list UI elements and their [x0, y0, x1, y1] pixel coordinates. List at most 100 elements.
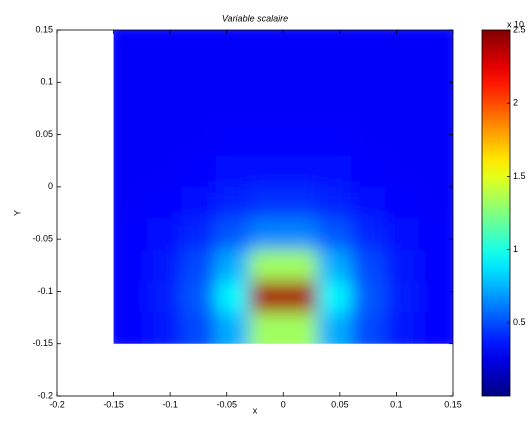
- heatmap-cell: [385, 124, 420, 156]
- x-tick-label: -0.05: [216, 399, 237, 409]
- heatmap-cell: [351, 249, 386, 282]
- x-tick-label: 0.15: [444, 399, 462, 409]
- heatmap-cell: [113, 280, 149, 313]
- heatmap-cell: [249, 30, 284, 62]
- colorbar-tick-label: 1.5: [513, 171, 526, 181]
- y-tick-label: 0.05: [35, 129, 53, 139]
- heatmap-cell: [147, 92, 182, 125]
- heatmap-cell: [385, 249, 420, 282]
- heatmap-cell: [113, 155, 149, 188]
- y-axis-label: Y: [12, 210, 22, 216]
- heatmap-cell: [147, 155, 182, 188]
- x-tick-label: 0.1: [390, 399, 403, 409]
- heatmap-cell: [317, 92, 352, 125]
- heatmap-cell: [215, 218, 250, 251]
- heatmap-cell: [351, 312, 386, 344]
- heatmap-cell: [419, 155, 453, 188]
- heatmap-cell: [317, 30, 352, 62]
- y-tick-label: -0.1: [37, 286, 53, 296]
- heatmap-cell: [283, 312, 318, 344]
- heatmap-cell: [283, 218, 318, 251]
- heatmap-cell: [215, 312, 250, 344]
- heatmap-cell: [283, 61, 318, 94]
- y-tick-label: -0.15: [32, 338, 53, 348]
- heatmap-cell: [249, 312, 284, 344]
- heatmap-cell: [181, 124, 216, 156]
- heatmap-cell: [181, 249, 216, 282]
- heatmap-cell: [215, 280, 250, 313]
- colorbar: [481, 29, 511, 397]
- heatmap-cell: [181, 186, 216, 219]
- heatmap-cell: [147, 61, 182, 94]
- heatmap-cell: [113, 124, 149, 156]
- x-axis-label: x: [253, 405, 258, 415]
- heatmap-cell: [317, 218, 352, 251]
- heatmap-cell: [249, 186, 284, 219]
- heatmap-cell: [385, 312, 420, 344]
- heatmap-cell: [419, 186, 453, 219]
- heatmap-cell: [351, 186, 386, 219]
- axes: -0.2 -0.15 -0.1 -0.05 0 0.05 0.1 0.15 -0.2 -0.15 -…: [32, 24, 525, 409]
- heatmap-cell: [215, 249, 250, 282]
- heatmap-cell: [181, 30, 216, 62]
- heatmap-cell: [317, 155, 352, 188]
- heatmap-cell: [385, 280, 420, 313]
- heatmap-cell: [181, 218, 216, 251]
- x-tick-label: 0: [281, 399, 286, 409]
- heatmap-cell: [249, 92, 284, 125]
- heatmap-cell: [147, 280, 182, 313]
- heatmap-cell: [113, 92, 149, 125]
- heatmap-cell: [317, 312, 352, 344]
- heatmap-cell: [351, 218, 386, 251]
- heatmap-cell: [283, 280, 318, 313]
- heatmap-cell: [249, 218, 284, 251]
- heatmap-cell: [215, 186, 250, 219]
- chart-title: Variable scalaire: [222, 13, 288, 23]
- x-tick-label: -0.15: [103, 399, 124, 409]
- heatmap-cell: [215, 30, 250, 62]
- heatmap-cell: [419, 249, 453, 282]
- heatmap-cell: [351, 124, 386, 156]
- heatmap-cell: [419, 92, 453, 125]
- heatmap-cell: [215, 124, 250, 156]
- heatmap-cell: [147, 186, 182, 219]
- heatmap-cell: [249, 155, 284, 188]
- heatmap-cell: [419, 312, 453, 344]
- heatmap-cell: [181, 155, 216, 188]
- heatmap-cell: [283, 92, 318, 125]
- y-tick-label: -0.2: [37, 390, 53, 400]
- heatmap-cell: [419, 124, 453, 156]
- heatmap-cell: [113, 30, 149, 62]
- x-tick-label: -0.1: [162, 399, 178, 409]
- heatmap-cell: [385, 61, 420, 94]
- heatmap-cell: [181, 312, 216, 344]
- heatmap-cell: [283, 30, 318, 62]
- heatmap-cell: [147, 30, 182, 62]
- heatmap-cell: [385, 218, 420, 251]
- colorbar-tick-label: 2.5: [513, 24, 526, 34]
- y-tick-label: -0.05: [32, 234, 53, 244]
- heatmap-cell: [283, 186, 318, 219]
- heatmap-cell: [351, 280, 386, 313]
- heatmap-cell: [113, 186, 149, 219]
- y-tick-label: 0: [48, 181, 53, 191]
- heatmap-cell: [351, 61, 386, 94]
- heatmap-cell: [317, 249, 352, 282]
- heatmap-cell: [283, 155, 318, 188]
- heatmap-cell: [351, 92, 386, 125]
- plot-frame: [56, 29, 454, 397]
- heatmap-cell: [283, 249, 318, 282]
- heatmap-cell: [317, 61, 352, 94]
- y-tick-label: 0.15: [35, 24, 53, 34]
- colorbar-label: x 10: [507, 19, 524, 29]
- heatmap-cell: [113, 312, 149, 344]
- heatmap-cell: [215, 92, 250, 125]
- heatmap-cell: [113, 249, 149, 282]
- heatmap-cell: [317, 280, 352, 313]
- heatmap-cell: [351, 155, 386, 188]
- heatmap-cell: [419, 30, 453, 62]
- heatmap-cell: [385, 186, 420, 219]
- heatmap-cell: [385, 92, 420, 125]
- heatmap-cell: [147, 312, 182, 344]
